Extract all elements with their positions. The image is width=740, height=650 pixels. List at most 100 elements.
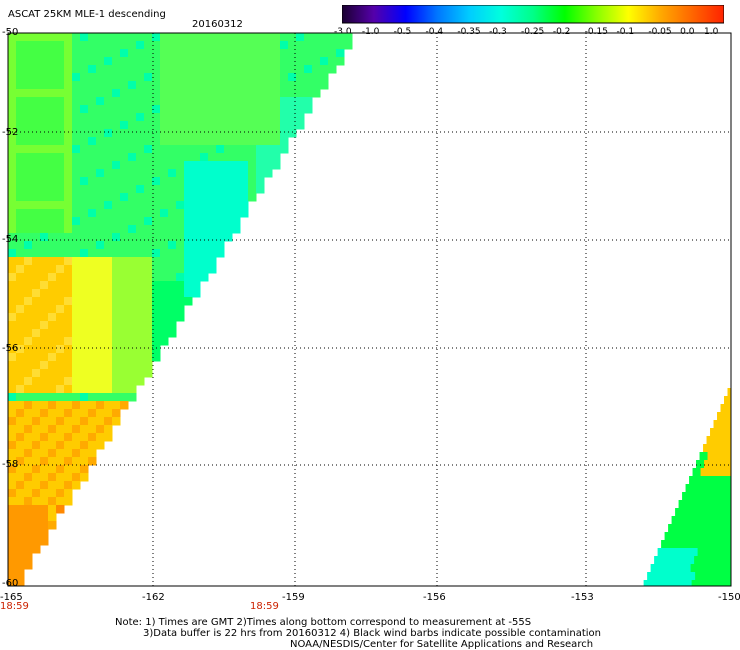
wind-cell — [152, 73, 161, 82]
wind-cell — [720, 460, 729, 469]
wind-cell — [160, 49, 169, 58]
wind-cell — [48, 505, 57, 514]
wind-cell — [280, 57, 289, 66]
wind-cell — [56, 105, 65, 114]
wind-cell — [168, 225, 177, 234]
wind-cell — [288, 41, 297, 50]
wind-cell — [104, 177, 113, 186]
wind-cell — [710, 500, 720, 509]
wind-cell — [88, 345, 97, 354]
wind-cell — [32, 257, 41, 266]
colorbar-label: -0.25 — [521, 27, 545, 37]
wind-cell — [56, 353, 65, 362]
wind-cell — [72, 153, 81, 162]
wind-cell — [88, 249, 97, 258]
wind-cell — [256, 57, 265, 66]
wind-cell — [200, 121, 209, 130]
wind-cell — [88, 241, 97, 250]
wind-cell — [144, 345, 153, 354]
wind-cell — [104, 265, 113, 274]
wind-cell — [698, 492, 707, 501]
wind-cell — [184, 41, 193, 50]
wind-cell — [160, 145, 169, 154]
wind-cell — [80, 441, 89, 450]
wind-cell — [112, 137, 121, 146]
wind-cell — [168, 297, 177, 306]
wind-cell — [72, 249, 81, 258]
wind-cell — [727, 444, 731, 453]
wind-cell — [104, 73, 113, 82]
wind-cell — [32, 185, 41, 194]
wind-cell — [40, 249, 49, 258]
wind-cell — [144, 73, 153, 82]
wind-cell — [128, 297, 137, 306]
wind-cell — [80, 41, 89, 50]
wind-cell — [72, 225, 81, 234]
wind-cell — [88, 441, 97, 450]
wind-cell — [152, 121, 161, 130]
wind-cell — [48, 425, 57, 434]
wind-cell — [104, 353, 113, 362]
wind-cell — [88, 177, 97, 186]
wind-cell — [690, 564, 700, 573]
wind-cell — [711, 572, 720, 581]
wind-cell — [697, 476, 706, 485]
wind-cell — [240, 153, 249, 162]
wind-cell — [256, 121, 265, 130]
wind-cell — [24, 281, 33, 290]
wind-cell — [168, 321, 177, 330]
wind-cell — [32, 481, 41, 490]
wind-cell — [176, 153, 185, 162]
wind-cell — [280, 113, 289, 122]
wind-cell — [248, 177, 257, 186]
x-label-156: -156 — [423, 592, 446, 603]
wind-cell — [216, 241, 225, 250]
wind-cell — [192, 193, 201, 202]
wind-cell — [128, 97, 137, 106]
wind-cell — [48, 161, 57, 170]
wind-cell — [16, 433, 25, 442]
wind-cell — [24, 57, 33, 66]
wind-cell — [160, 97, 169, 106]
wind-cell — [224, 161, 233, 170]
wind-cell — [168, 169, 177, 178]
wind-cell — [232, 225, 241, 234]
wind-cell — [8, 97, 17, 106]
wind-cell — [104, 41, 113, 50]
wind-cell — [24, 481, 33, 490]
wind-cell — [8, 89, 17, 98]
wind-cell — [40, 281, 49, 290]
wind-cell — [56, 153, 65, 162]
wind-cell — [240, 49, 249, 58]
wind-cell — [168, 113, 177, 122]
wind-cell — [32, 81, 41, 90]
wind-cell — [96, 41, 105, 50]
wind-cell — [24, 217, 33, 226]
wind-cell — [320, 41, 329, 50]
wind-cell — [144, 33, 153, 42]
wind-cell — [160, 321, 169, 330]
wind-cell — [160, 289, 169, 298]
wind-cell — [8, 225, 17, 234]
wind-cell — [168, 105, 177, 114]
wind-cell — [72, 265, 81, 274]
wind-cell — [56, 457, 65, 466]
wind-cell — [152, 81, 161, 90]
wind-cell — [232, 73, 241, 82]
wind-cell — [200, 209, 209, 218]
wind-cell — [686, 556, 695, 565]
wind-cell — [56, 505, 65, 514]
wind-cell — [144, 81, 153, 90]
wind-cell — [80, 369, 89, 378]
wind-cell — [72, 81, 81, 90]
wind-cell — [56, 73, 65, 82]
wind-cell — [40, 529, 49, 538]
wind-cell — [288, 33, 297, 42]
wind-cell — [312, 89, 321, 98]
wind-cell — [264, 81, 273, 90]
wind-cell — [8, 121, 17, 130]
wind-cell — [72, 161, 81, 170]
wind-cell — [200, 57, 209, 66]
wind-cell — [152, 65, 161, 74]
wind-cell — [72, 433, 81, 442]
